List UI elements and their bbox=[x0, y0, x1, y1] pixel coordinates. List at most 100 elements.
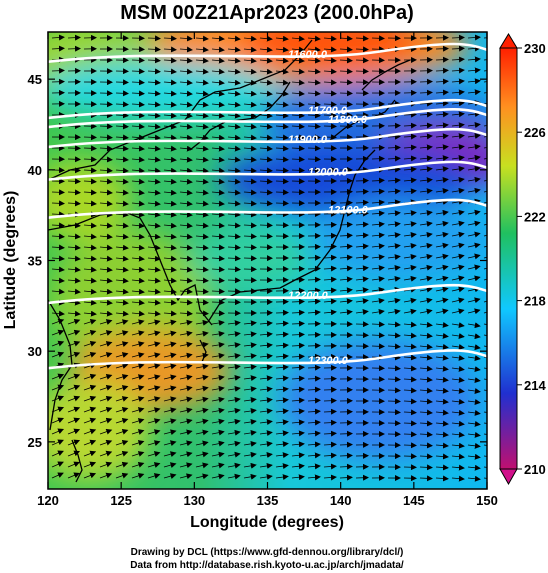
wind-arrow bbox=[147, 156, 161, 163]
wind-arrow bbox=[83, 384, 97, 391]
wind-arrow bbox=[419, 100, 433, 107]
wind-arrow bbox=[467, 464, 481, 471]
wind-arrow bbox=[435, 56, 449, 63]
wind-arrow bbox=[163, 407, 177, 414]
wind-arrow bbox=[227, 145, 241, 152]
wind-arrow bbox=[451, 67, 465, 74]
wind-arrow bbox=[243, 364, 257, 371]
wind-arrow bbox=[339, 243, 353, 250]
wind-arrow bbox=[243, 123, 257, 130]
wind-arrow bbox=[179, 134, 193, 141]
wind-arrow bbox=[163, 385, 177, 392]
wind-arrow bbox=[83, 244, 97, 251]
wind-arrow bbox=[451, 354, 465, 361]
contour-label: 11900.0 bbox=[288, 134, 328, 146]
wind-arrow bbox=[323, 287, 337, 294]
wind-arrow bbox=[307, 265, 321, 272]
wind-arrow bbox=[323, 265, 337, 272]
wind-arrow bbox=[483, 477, 487, 479]
wind-arrow bbox=[291, 112, 305, 119]
wind-arrow bbox=[403, 431, 417, 438]
wind-arrow bbox=[179, 200, 193, 207]
wind-arrow bbox=[115, 167, 129, 174]
wind-arrow bbox=[451, 322, 465, 329]
wind-arrow bbox=[195, 189, 209, 196]
wind-arrow bbox=[115, 363, 129, 369]
wind-arrow bbox=[83, 351, 97, 358]
wind-arrow bbox=[99, 189, 113, 196]
wind-arrow bbox=[307, 79, 321, 86]
wind-arrow bbox=[163, 473, 177, 479]
wind-arrow bbox=[403, 264, 417, 271]
wind-arrow bbox=[355, 188, 369, 195]
wind-arrow bbox=[227, 418, 241, 425]
wind-arrow bbox=[67, 200, 81, 207]
wind-arrow bbox=[387, 199, 401, 206]
wind-arrow bbox=[403, 188, 417, 195]
wind-arrow bbox=[403, 232, 417, 238]
wind-arrow bbox=[403, 275, 417, 282]
wind-arrow bbox=[371, 297, 385, 304]
wind-arrow bbox=[179, 156, 193, 163]
wind-arrow bbox=[451, 231, 465, 238]
wind-arrow bbox=[451, 34, 465, 41]
wind-arrow bbox=[99, 406, 113, 413]
wind-arrow bbox=[451, 376, 465, 383]
wind-arrow bbox=[291, 375, 305, 382]
wind-arrow bbox=[147, 330, 161, 337]
wind-arrow bbox=[83, 167, 97, 174]
wind-arrow bbox=[435, 198, 449, 205]
wind-arrow bbox=[483, 147, 487, 149]
wind-arrow bbox=[163, 134, 177, 141]
wind-arrow bbox=[483, 267, 487, 270]
wind-arrow bbox=[179, 310, 193, 317]
wind-arrow bbox=[147, 79, 161, 86]
wind-arrow bbox=[115, 277, 129, 284]
wind-arrow bbox=[51, 277, 65, 284]
wind-arrow bbox=[67, 395, 81, 402]
wind-arrow bbox=[467, 377, 481, 384]
wind-arrow bbox=[195, 473, 209, 480]
wind-arrow bbox=[131, 396, 145, 402]
wind-arrow bbox=[211, 418, 225, 425]
wind-arrow bbox=[387, 343, 401, 350]
wind-arrow bbox=[67, 299, 81, 306]
colorbar-ticks: 230 226 222 218 214 210 bbox=[517, 41, 546, 477]
wind-arrow bbox=[195, 363, 209, 370]
wind-arrow bbox=[99, 178, 113, 185]
wind-arrow bbox=[403, 177, 417, 184]
wind-arrow bbox=[67, 233, 81, 240]
wind-arrow bbox=[307, 386, 321, 393]
wind-arrow bbox=[131, 310, 145, 317]
wind-arrow bbox=[211, 112, 225, 119]
wind-arrow bbox=[371, 287, 385, 293]
wind-arrow bbox=[67, 255, 81, 262]
wind-arrow bbox=[211, 244, 225, 251]
wind-arrow bbox=[275, 452, 289, 459]
wind-arrow bbox=[195, 244, 209, 251]
wind-arrow bbox=[227, 200, 241, 207]
wind-arrow bbox=[243, 200, 257, 207]
wind-arrow bbox=[195, 330, 209, 337]
wind-arrow bbox=[435, 286, 449, 293]
wind-arrow bbox=[67, 428, 81, 435]
wind-arrow bbox=[147, 374, 161, 381]
wind-arrow bbox=[435, 453, 449, 460]
wind-arrow bbox=[371, 199, 385, 206]
wind-arrow bbox=[211, 396, 225, 403]
wind-arrow bbox=[211, 189, 225, 196]
wind-arrow bbox=[51, 373, 65, 380]
wind-arrow bbox=[451, 253, 465, 260]
wind-arrow bbox=[323, 57, 337, 64]
wind-arrow bbox=[419, 264, 433, 271]
wind-arrow bbox=[467, 56, 481, 63]
wind-arrow bbox=[483, 311, 487, 314]
wind-arrow bbox=[195, 233, 209, 240]
wind-arrow bbox=[419, 177, 433, 184]
wind-arrow bbox=[451, 187, 465, 194]
wind-arrow bbox=[435, 100, 449, 107]
wind-arrow bbox=[211, 178, 225, 185]
contour-line bbox=[48, 98, 487, 120]
wind-arrow bbox=[291, 452, 305, 459]
